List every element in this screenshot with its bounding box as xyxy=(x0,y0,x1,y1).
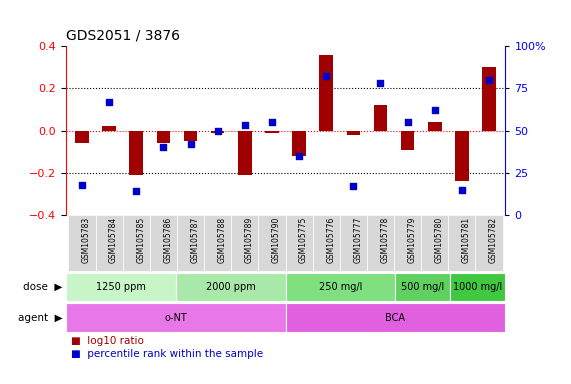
Bar xyxy=(150,215,177,271)
Text: 1250 ppm: 1250 ppm xyxy=(96,282,146,292)
Bar xyxy=(482,67,496,131)
Bar xyxy=(204,215,231,271)
Point xyxy=(295,153,304,159)
Bar xyxy=(286,215,313,271)
Bar xyxy=(428,122,441,131)
Bar xyxy=(102,126,116,131)
Text: GSM105776: GSM105776 xyxy=(326,217,335,263)
Bar xyxy=(66,303,286,332)
Text: 250 mg/l: 250 mg/l xyxy=(319,282,362,292)
Bar xyxy=(286,273,395,301)
Text: GSM105775: GSM105775 xyxy=(299,217,308,263)
Text: GSM105782: GSM105782 xyxy=(489,217,498,263)
Text: GSM105783: GSM105783 xyxy=(82,217,91,263)
Point xyxy=(78,182,87,188)
Point xyxy=(132,188,141,194)
Bar xyxy=(421,215,448,271)
Point xyxy=(484,77,493,83)
Text: ■  log10 ratio: ■ log10 ratio xyxy=(71,336,144,346)
Text: GSM105784: GSM105784 xyxy=(109,217,118,263)
Text: BCA: BCA xyxy=(385,313,405,323)
Text: GSM105790: GSM105790 xyxy=(272,217,281,263)
Bar xyxy=(265,131,279,133)
Bar xyxy=(176,273,286,301)
Bar xyxy=(69,215,95,271)
Bar xyxy=(319,55,333,131)
Point xyxy=(349,183,358,189)
Point xyxy=(186,141,195,147)
Bar xyxy=(455,131,469,181)
Bar xyxy=(156,131,170,143)
Text: o-NT: o-NT xyxy=(164,313,187,323)
Text: GSM105788: GSM105788 xyxy=(218,217,227,263)
Text: agent  ▶: agent ▶ xyxy=(18,313,63,323)
Bar xyxy=(292,131,306,156)
Text: GSM105789: GSM105789 xyxy=(245,217,254,263)
Bar xyxy=(347,131,360,135)
Bar xyxy=(394,215,421,271)
Bar xyxy=(238,131,252,175)
Text: GSM105785: GSM105785 xyxy=(136,217,145,263)
Point xyxy=(430,107,439,113)
Bar xyxy=(66,273,176,301)
Bar xyxy=(231,215,258,271)
Text: GDS2051 / 3876: GDS2051 / 3876 xyxy=(66,28,180,42)
Bar xyxy=(75,131,89,143)
Text: ■  percentile rank within the sample: ■ percentile rank within the sample xyxy=(71,349,263,359)
Bar xyxy=(286,303,505,332)
Point xyxy=(104,99,114,105)
Bar xyxy=(258,215,286,271)
Text: GSM105780: GSM105780 xyxy=(435,217,444,263)
Bar xyxy=(130,131,143,175)
Bar xyxy=(177,215,204,271)
Bar xyxy=(395,273,451,301)
Bar xyxy=(313,215,340,271)
Point xyxy=(267,119,276,125)
Bar xyxy=(340,215,367,271)
Bar xyxy=(373,105,387,131)
Text: dose  ▶: dose ▶ xyxy=(23,282,63,292)
Bar xyxy=(211,131,224,133)
Bar xyxy=(448,215,476,271)
Bar xyxy=(95,215,123,271)
Point xyxy=(376,80,385,86)
Bar xyxy=(476,215,502,271)
Text: GSM105779: GSM105779 xyxy=(408,217,417,263)
Text: 1000 mg/l: 1000 mg/l xyxy=(453,282,502,292)
Point xyxy=(457,187,467,193)
Point xyxy=(240,122,250,129)
Text: 500 mg/l: 500 mg/l xyxy=(401,282,444,292)
Bar xyxy=(367,215,394,271)
Text: GSM105786: GSM105786 xyxy=(163,217,172,263)
Text: GSM105781: GSM105781 xyxy=(462,217,471,263)
Bar xyxy=(184,131,198,141)
Text: GSM105777: GSM105777 xyxy=(353,217,363,263)
Point xyxy=(213,127,222,134)
Point xyxy=(159,144,168,151)
Point xyxy=(321,73,331,79)
Bar xyxy=(401,131,415,150)
Point xyxy=(403,119,412,125)
Bar xyxy=(451,273,505,301)
Text: GSM105787: GSM105787 xyxy=(191,217,199,263)
Bar xyxy=(123,215,150,271)
Text: GSM105778: GSM105778 xyxy=(380,217,389,263)
Text: 2000 ppm: 2000 ppm xyxy=(206,282,255,292)
